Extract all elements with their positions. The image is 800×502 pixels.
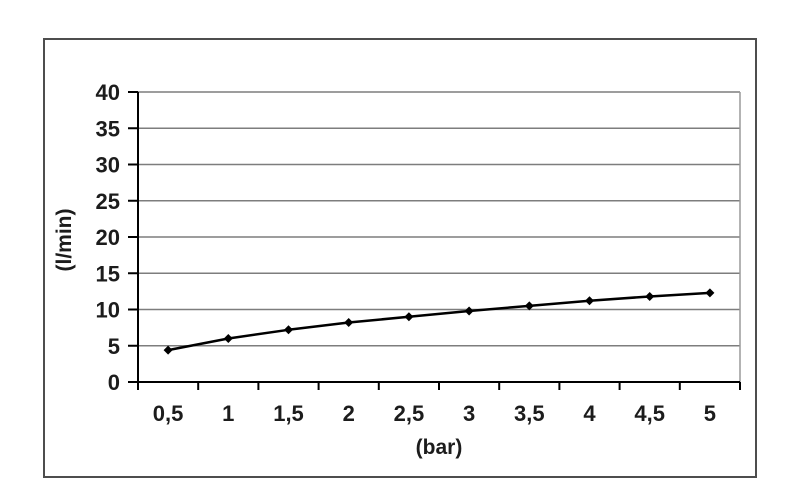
y-tick-label: 30 — [96, 153, 120, 178]
data-point-marker — [163, 345, 173, 355]
x-axis-title: (bar) — [415, 436, 463, 459]
y-tick-label: 20 — [96, 225, 120, 250]
y-tick-label: 5 — [108, 334, 120, 359]
x-tick-label: 4 — [583, 401, 596, 426]
y-tick-label: 35 — [96, 116, 120, 141]
data-point-marker — [705, 288, 715, 298]
series-line — [167, 291, 710, 352]
x-tick-label: 1,5 — [273, 401, 304, 426]
chart-figure: 0 5 10 15 20 25 30 35 40 0,5 1 1,5 2 2,5 3 3,5 4 4,5 5 (l/… — [43, 38, 757, 478]
x-tick-label: 1 — [222, 401, 234, 426]
x-tick-label: 5 — [704, 401, 716, 426]
data-point-marker — [464, 306, 474, 316]
y-tick-label: 0 — [108, 370, 120, 395]
x-tick-label: 3 — [463, 401, 475, 426]
data-point-marker — [344, 318, 354, 328]
x-tick-label: 2 — [343, 401, 355, 426]
data-point-marker — [524, 301, 534, 311]
y-tick-label: 25 — [96, 189, 120, 214]
y-tick-label: 15 — [96, 261, 120, 286]
flow-curve-plot: 0 5 10 15 20 25 30 35 40 0,5 1 1,5 2 2,5 3 3,5 4 4,5 5 — [96, 80, 741, 426]
y-axis-title: (l/min) — [53, 208, 76, 272]
x-tick-label: 0,5 — [153, 401, 184, 426]
data-point-marker — [223, 334, 233, 343]
x-tick-label: 4,5 — [634, 401, 665, 426]
data-point-marker — [404, 312, 414, 322]
x-tick-label: 2,5 — [394, 401, 425, 426]
data-point-marker — [645, 291, 655, 301]
y-tick-label: 10 — [96, 298, 120, 323]
data-point-marker — [585, 296, 594, 306]
x-tick-label: 3,5 — [514, 401, 545, 426]
y-tick-label: 40 — [96, 80, 120, 105]
data-point-marker — [284, 325, 293, 335]
